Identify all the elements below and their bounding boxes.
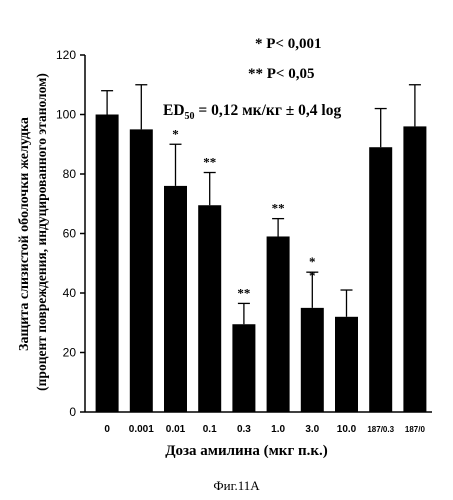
x-tick-label: 187/0 — [405, 425, 426, 434]
significance-legend-1: * P< 0,001 — [255, 36, 322, 52]
bar — [300, 307, 324, 412]
bar — [95, 114, 119, 412]
x-tick-label: 0.3 — [237, 424, 251, 435]
y-tick-label: 40 — [63, 286, 77, 300]
x-tick-label: 0.01 — [166, 424, 186, 435]
bar — [369, 147, 393, 412]
y-tick-label: 60 — [63, 227, 77, 241]
significance-mark: ** — [237, 285, 250, 300]
x-tick-label: 0 — [104, 424, 110, 435]
bar — [164, 185, 187, 412]
significance-mark: * — [309, 254, 316, 269]
significance-mark: * — [309, 268, 316, 283]
y-axis-label-line-2: (процент повреждения, индуцированного эт… — [34, 73, 49, 391]
x-tick-label: 10.0 — [337, 424, 357, 435]
x-axis-label: Доза амилина (мкг п.к.) — [165, 443, 328, 459]
y-tick-label: 120 — [56, 48, 76, 62]
y-tick-label: 80 — [63, 167, 77, 181]
y-axis-label-line-1: Защита слизистой оболочки желудка — [17, 117, 32, 351]
y-tick-label: 20 — [63, 346, 77, 360]
ed50-annotation: ED50 = 0,12 мк/кг ± 0,4 log — [163, 102, 342, 123]
bar — [403, 126, 427, 413]
x-tick-label: 1.0 — [271, 424, 285, 435]
bar — [198, 205, 222, 412]
bar — [129, 129, 153, 412]
x-tick-label: 3.0 — [305, 424, 319, 435]
chart-bars: 0 0.001 0.01*0.1**0.3**1.0**3.0**10.0 187/0… — [95, 84, 427, 435]
x-tick-label: 0.1 — [203, 424, 217, 435]
y-tick-label: 100 — [56, 108, 76, 122]
bar — [266, 236, 290, 412]
y-tick-label: 0 — [69, 405, 76, 419]
significance-mark: ** — [272, 201, 285, 216]
x-tick-label: 0.001 — [129, 424, 154, 435]
significance-mark: ** — [203, 155, 216, 170]
bar — [232, 324, 256, 412]
figure-caption: Фиг.11А — [213, 478, 260, 493]
significance-legend-2: ** P< 0,05 — [248, 66, 315, 82]
bar — [335, 316, 358, 412]
significance-mark: * — [172, 126, 179, 141]
x-tick-label: 187/0.3 — [367, 425, 394, 434]
